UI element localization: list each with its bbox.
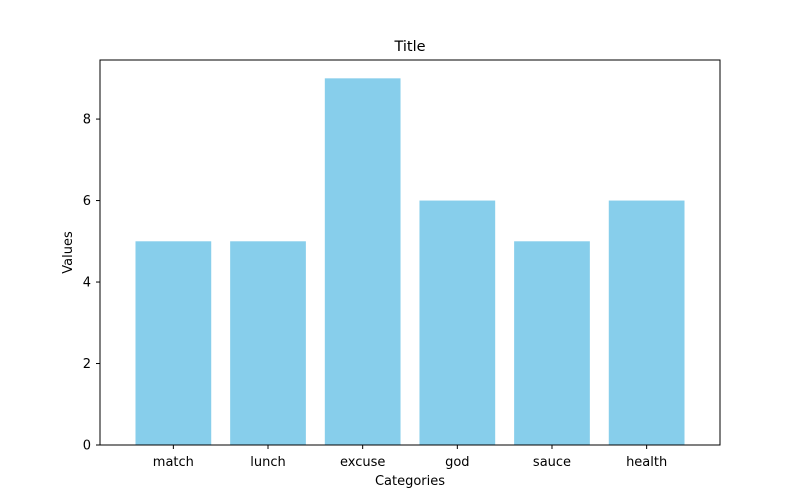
x-tick-label-lunch: lunch [250,455,285,470]
y-tick-label-6: 6 [83,194,91,209]
bar-god [419,200,496,445]
bar-lunch [230,241,306,445]
y-axis-ticks: 0 2 4 6 8 [83,113,100,454]
x-tick-label-match: match [153,455,194,470]
y-tick-label-0: 0 [83,439,91,454]
bar-sauce [514,241,590,445]
bar-excuse [324,78,401,445]
bar-health [608,200,685,445]
chart-title: Title [393,39,425,55]
y-tick-label-8: 8 [83,113,91,128]
x-tick-label-sauce: sauce [533,455,571,470]
plot-frame [99,59,721,446]
y-tick-label-4: 4 [83,276,91,291]
y-tick-label-2: 2 [83,357,91,372]
x-axis-label: Categories [375,474,445,489]
x-tick-label-health: health [626,455,667,470]
x-axis-ticks: match lunch excuse god sauce health [153,445,667,470]
bar-match [135,241,212,445]
bars-group [135,78,685,445]
x-tick-label-excuse: excuse [340,455,385,470]
x-tick-label-god: god [445,455,469,470]
y-axis-label: Values [61,231,76,274]
